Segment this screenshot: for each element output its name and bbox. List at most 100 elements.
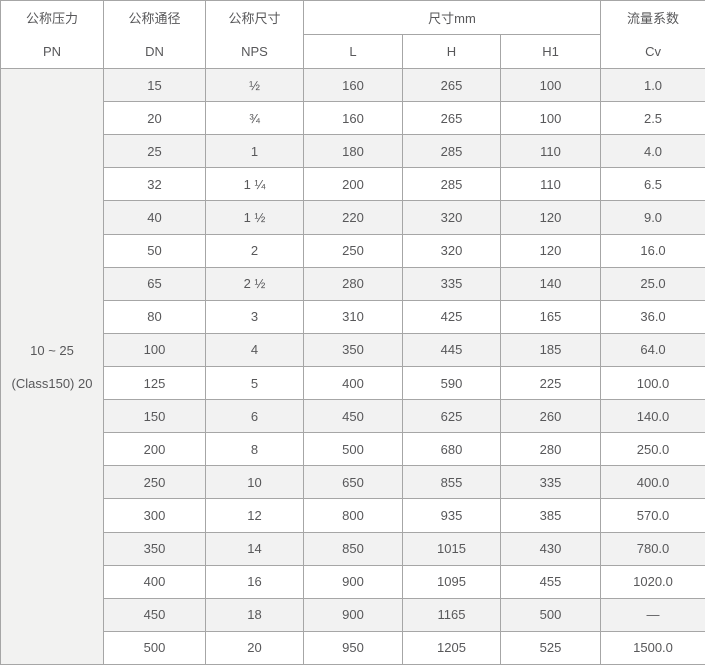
cell-h: 265	[402, 101, 501, 136]
cell-dn: 100	[103, 332, 206, 367]
cell-cv: 36.0	[600, 299, 705, 334]
cell-dn: 65	[103, 266, 206, 301]
col-header-pressure-zh: 公称压力	[25, 10, 78, 26]
cell-dn: 125	[103, 365, 206, 401]
cell-h: 1015	[402, 531, 501, 566]
table-row: 300 12 800 935 385 570.0	[1, 498, 705, 533]
cell-l: 950	[303, 630, 403, 665]
cell-h: 680	[402, 432, 501, 467]
cell-h1: 100	[499, 67, 602, 103]
cell-h1: 385	[499, 498, 602, 533]
cell-cv: 100.0	[600, 365, 705, 401]
cell-nps: 2 ½	[205, 266, 304, 301]
col-header-size-zh: 公称尺寸	[228, 10, 281, 26]
cell-l: 500	[303, 432, 403, 467]
table-row: 400 16 900 1095 455 1020.0	[1, 564, 705, 599]
cell-h: 285	[402, 167, 501, 202]
cell-h1: 280	[499, 432, 602, 467]
cell-dn: 250	[103, 465, 206, 500]
cell-h: 1095	[402, 564, 501, 599]
cell-h1: 500	[499, 597, 602, 632]
col-header-size-en: NPS	[241, 43, 268, 59]
cell-nps: 2	[205, 233, 304, 268]
cell-l: 650	[303, 465, 403, 500]
cell-h1: 100	[499, 101, 602, 136]
col-header-diameter-en: DN	[145, 43, 164, 59]
cell-dn: 450	[103, 597, 206, 632]
cell-h1: 225	[499, 365, 602, 401]
header-row-top: 公称压力 PN 公称通径 DN 公称尺寸 NPS 尺寸mm 流量系数 Cv	[0, 0, 705, 69]
col-header-flow-en: Cv	[645, 43, 661, 59]
header-row-sub: L H H1	[1, 34, 705, 69]
cell-dn: 40	[103, 200, 206, 235]
cell-h: 335	[402, 266, 501, 301]
cell-dn: 200	[103, 432, 206, 467]
cell-nps: 16	[205, 564, 304, 599]
table-row: 150 6 450 625 260 140.0	[1, 399, 705, 434]
pn-range-label: 10 ~ 25	[30, 342, 74, 358]
pn-class-cell: 10 ~ 25 (Class150) 20	[0, 68, 104, 665]
cell-h1: 260	[499, 399, 602, 434]
cell-cv: 9.0	[600, 200, 705, 235]
cell-nps: 5	[205, 365, 304, 401]
table-row: 32 1 ¼ 200 285 110 6.5	[1, 167, 705, 202]
cell-h1: 120	[499, 233, 602, 268]
cell-nps: 1 ½	[205, 200, 304, 235]
cell-l: 160	[303, 101, 403, 136]
cell-h1: 455	[499, 564, 602, 599]
cell-l: 350	[303, 332, 403, 367]
cell-h: 625	[402, 399, 501, 434]
cell-nps: 1 ¼	[205, 167, 304, 202]
cell-dn: 80	[103, 299, 206, 334]
cell-nps: 8	[205, 432, 304, 467]
cell-nps: 6	[205, 399, 304, 434]
cell-cv: —	[600, 597, 705, 632]
cell-l: 220	[303, 200, 403, 235]
cell-h: 320	[402, 200, 501, 235]
cell-dn: 20	[103, 101, 206, 136]
cell-h1: 165	[499, 299, 602, 334]
cell-l: 180	[303, 134, 403, 169]
cell-l: 280	[303, 266, 403, 301]
cell-nps: 4	[205, 332, 304, 367]
cell-cv: 1500.0	[600, 630, 705, 665]
cell-l: 850	[303, 531, 403, 566]
cell-cv: 4.0	[600, 134, 705, 169]
table-row: 100 4 350 445 185 64.0	[1, 332, 705, 367]
cell-h1: 335	[499, 465, 602, 500]
cell-cv: 570.0	[600, 498, 705, 533]
cell-h: 1165	[402, 597, 501, 632]
cell-h1: 430	[499, 531, 602, 566]
cell-l: 310	[303, 299, 403, 334]
cell-cv: 140.0	[600, 399, 705, 434]
cell-h: 265	[402, 67, 501, 103]
cell-h1: 110	[499, 167, 602, 202]
table-row: 10 ~ 25 (Class150) 20 15 ½ 160 265 100 1.0	[0, 67, 705, 665]
cell-nps: 12	[205, 498, 304, 533]
col-header-flow: 流量系数 Cv	[600, 0, 705, 69]
cell-nps: 10	[205, 465, 304, 500]
cell-h1: 140	[499, 266, 602, 301]
cell-h1: 110	[499, 134, 602, 169]
table-row: 40 1 ½ 220 320 120 9.0	[1, 200, 705, 235]
cell-h: 320	[402, 233, 501, 268]
cell-cv: 2.5	[600, 101, 705, 136]
table-row: 500 20 950 1205 525 1500.0	[1, 630, 705, 665]
cell-dn: 500	[103, 630, 206, 665]
table-row: 200 8 500 680 280 250.0	[1, 432, 705, 467]
cell-dn: 32	[103, 167, 206, 202]
cell-l: 800	[303, 498, 403, 533]
table-row: 25 1 180 285 110 4.0	[1, 134, 705, 169]
cell-dn: 300	[103, 498, 206, 533]
cell-cv: 400.0	[600, 465, 705, 500]
cell-h: 425	[402, 299, 501, 334]
cell-l: 250	[303, 233, 403, 268]
table-row: 250 10 650 855 335 400.0	[1, 465, 705, 500]
cell-l: 200	[303, 167, 403, 202]
cell-h: 1205	[402, 630, 501, 665]
cell-nps: 1	[205, 134, 304, 169]
col-header-flow-zh: 流量系数	[627, 10, 680, 26]
col-header-dimensions-group: 尺寸mm	[302, 0, 602, 35]
cell-l: 400	[303, 365, 403, 401]
